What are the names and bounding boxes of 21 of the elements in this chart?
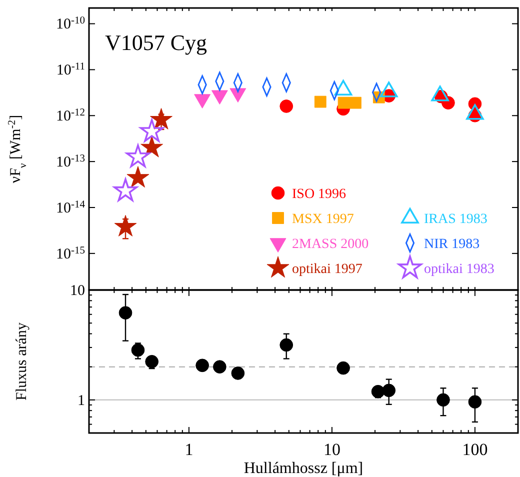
legend-label: ISO 1996: [292, 187, 346, 202]
legend-label: IRAS 1983: [424, 212, 488, 227]
y-tick-label: 1: [78, 392, 85, 409]
x-tick-label: 1: [184, 440, 194, 459]
legend-label: optikai 1983: [424, 262, 494, 277]
x-tick-label: 10: [323, 440, 340, 459]
legend-label: optikai 1997: [292, 262, 362, 277]
y-tick-label: 10$^{-12}$: [56, 107, 85, 125]
y-tick-label: 10$^{-13}$: [56, 153, 85, 171]
legend-label: MSX 1997: [292, 212, 354, 227]
y-tick-label: 10$^{-11}$: [56, 61, 85, 79]
y-tick-label: 10$^{-10}$: [56, 15, 85, 33]
y-tick-label: 10$^{-14}$: [56, 198, 86, 216]
x-tick-label: 100: [462, 440, 488, 459]
x-axis-title: Hullámhossz [μm]: [244, 460, 364, 477]
text: V1057 Cyg: [105, 30, 208, 55]
y-tick-label: 10: [70, 283, 85, 299]
y-tick-label: 10$^{-15}$: [56, 244, 85, 262]
legend-label: 2MASS 2000: [292, 237, 369, 252]
legend-label: NIR 1983: [424, 237, 480, 252]
y-axis-title: Fluxus arány: [14, 322, 30, 400]
